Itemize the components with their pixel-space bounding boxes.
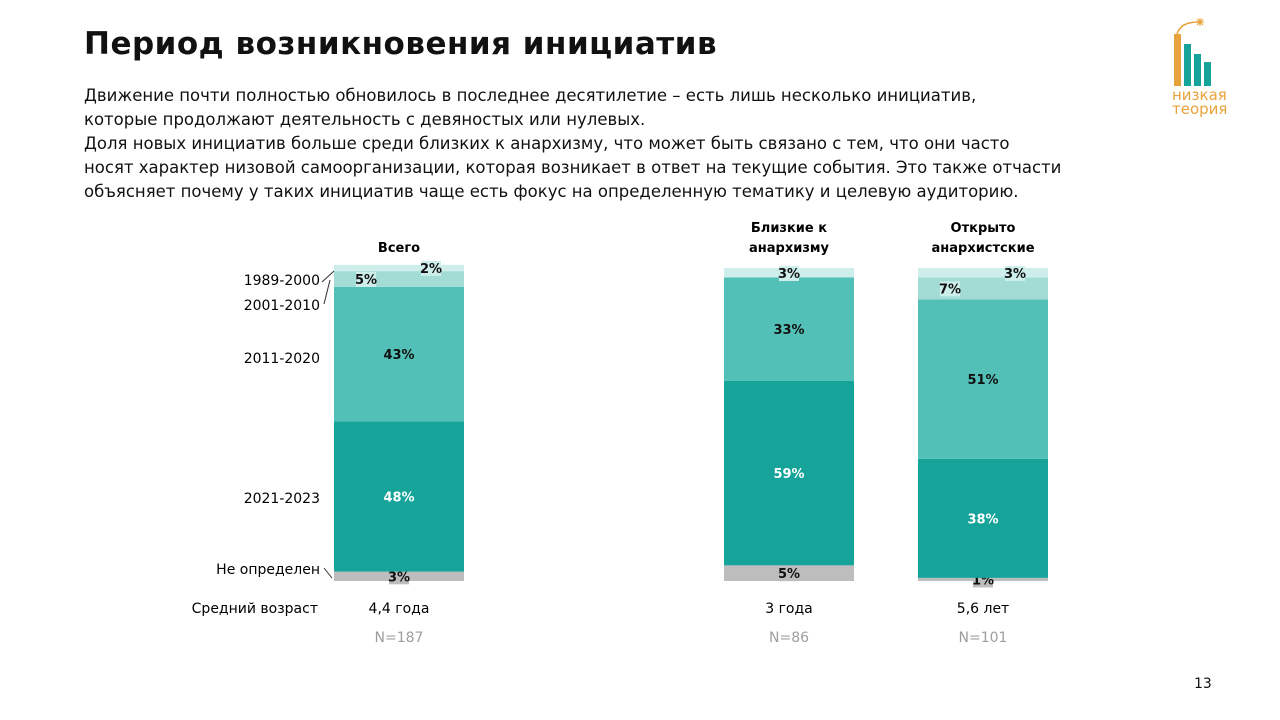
average-age-title: Средний возраст — [192, 601, 318, 617]
paragraph-line: Доля новых инициатив больше среди близки… — [84, 134, 1010, 153]
data-label-background — [779, 566, 799, 582]
category-title: Открыто — [951, 221, 1016, 236]
slide-title: Период возникновения инициатив — [84, 26, 718, 62]
data-label: 3% — [778, 267, 800, 282]
bar-segment — [334, 271, 464, 287]
logo-text-line1: низкая — [1172, 86, 1227, 104]
leader-line — [323, 567, 333, 579]
leader-line — [321, 270, 335, 283]
sample-size: N=86 — [769, 630, 809, 646]
data-label: 51% — [967, 373, 998, 388]
data-label: 5% — [778, 567, 800, 582]
paragraph-line: носят характер низовой самоорганизации, … — [84, 158, 1062, 177]
series-label: 2011-2020 — [244, 351, 320, 367]
data-label-background — [389, 569, 409, 585]
data-label-background — [356, 271, 376, 287]
data-label-background — [1005, 266, 1025, 281]
data-label: 2% — [420, 262, 442, 277]
logo-text-line2: теория — [1172, 100, 1228, 118]
bar-segment — [724, 380, 854, 566]
series-label: 2001-2010 — [244, 298, 320, 314]
data-label: 43% — [383, 348, 414, 363]
data-label: 59% — [773, 467, 804, 482]
data-label: 38% — [967, 512, 998, 527]
data-label-background — [421, 260, 441, 276]
data-label: 3% — [1004, 267, 1026, 282]
dynamite-bars-logo-icon — [1174, 18, 1211, 86]
series-label: 2021-2023 — [244, 491, 320, 507]
page-number: 13 — [1194, 676, 1212, 692]
paragraph-line: Движение почти полностью обновилось в по… — [84, 86, 977, 105]
data-label: 48% — [383, 490, 414, 505]
average-age-value: 5,6 лет — [957, 601, 1009, 617]
paragraph-line: которые продолжают деятельность с девяно… — [84, 110, 646, 129]
bar-segment — [918, 277, 1048, 300]
category-title: Всего — [378, 241, 420, 256]
leader-line — [323, 279, 331, 305]
paragraph-line: объясняет почему у таких инициатив чаще … — [84, 182, 1019, 201]
data-label: 3% — [388, 570, 410, 585]
bar-segment — [334, 264, 464, 272]
data-label-background — [779, 266, 799, 281]
sample-size: N=101 — [959, 630, 1008, 646]
series-label: 1989-2000 — [244, 273, 320, 289]
category-title: анархистские — [931, 241, 1034, 256]
category-title: анархизму — [749, 241, 830, 256]
average-age-value: 3 года — [765, 601, 813, 617]
slide-paragraph: Движение почти полностью обновилось в по… — [84, 84, 1214, 204]
series-label: Не определен — [216, 562, 320, 578]
bar-segment — [334, 286, 464, 422]
bar-segment — [918, 458, 1048, 578]
sample-size: N=187 — [375, 630, 424, 646]
data-label: 5% — [355, 273, 377, 288]
bar-segment — [918, 268, 1048, 278]
category-title: Близкие к — [751, 221, 827, 236]
bar-segment — [724, 277, 854, 381]
data-label: 33% — [773, 323, 804, 338]
bar-segment — [918, 299, 1048, 459]
average-age-value: 4,4 года — [369, 601, 430, 617]
bar-segment — [334, 421, 464, 572]
data-label-background — [940, 281, 960, 297]
data-label: 7% — [939, 282, 961, 297]
